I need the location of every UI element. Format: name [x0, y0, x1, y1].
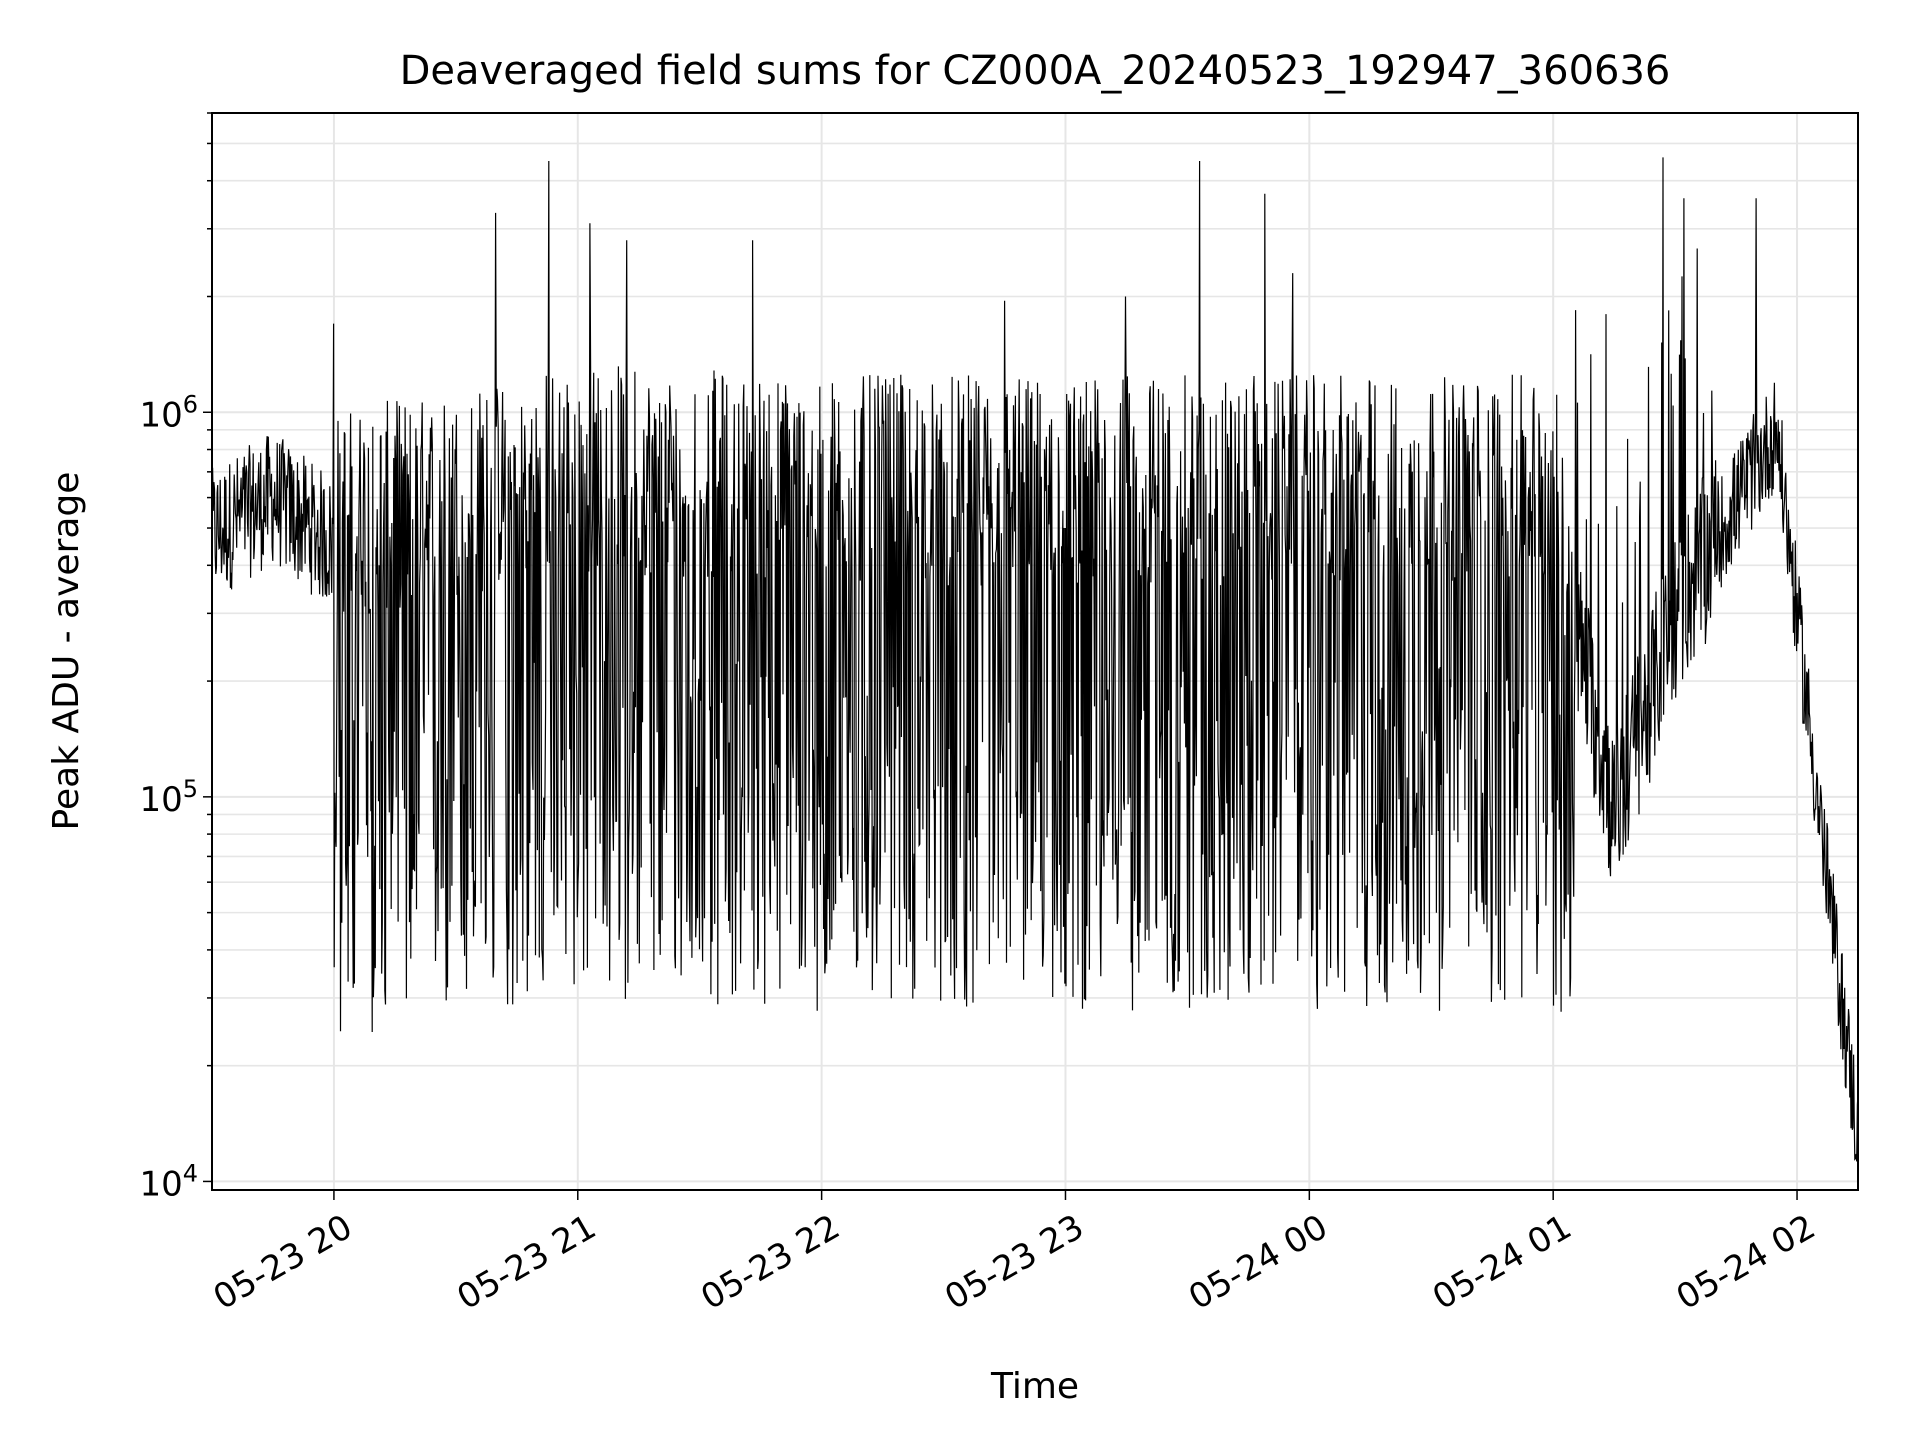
y-tick-label: 106 — [139, 390, 198, 435]
series-line — [211, 157, 1859, 1162]
x-axis-label: Time — [990, 1366, 1079, 1407]
y-tick-label: 104 — [139, 1159, 198, 1204]
y-tick-label: 105 — [139, 775, 198, 820]
chart-title: Deaveraged field sums for CZ000A_2024052… — [400, 48, 1671, 94]
y-axis-ticks: 104 105 106 — [139, 112, 212, 1204]
plot-frame — [211, 112, 1859, 1191]
y-axis-label: Peak ADU - average — [46, 472, 87, 831]
plot-area — [211, 112, 1859, 1191]
